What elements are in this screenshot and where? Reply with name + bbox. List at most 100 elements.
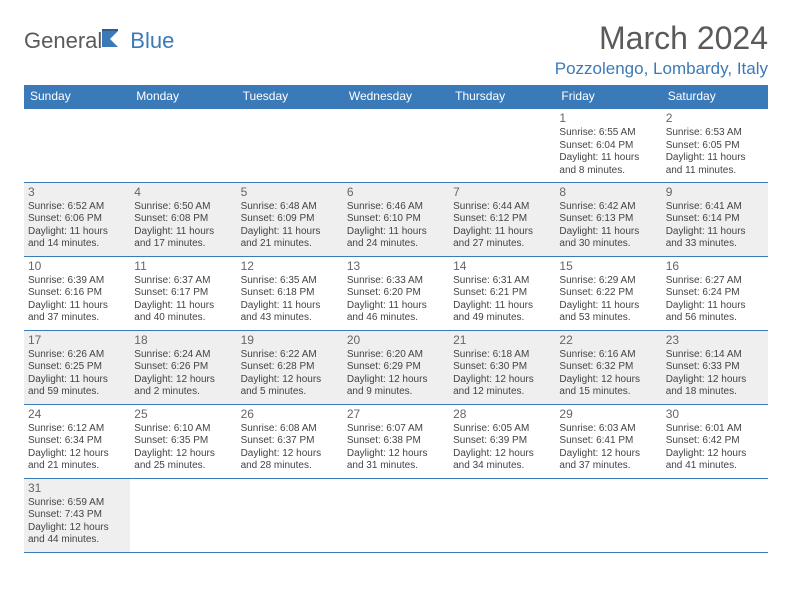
sunset-line: Sunset: 6:22 PM xyxy=(559,287,657,300)
calendar-day-cell: 23Sunrise: 6:14 AMSunset: 6:33 PMDayligh… xyxy=(662,330,768,404)
daylight-line: Daylight: 12 hours and 18 minutes. xyxy=(666,374,764,399)
calendar-day-cell: 28Sunrise: 6:05 AMSunset: 6:39 PMDayligh… xyxy=(449,404,555,478)
sunset-line: Sunset: 6:17 PM xyxy=(134,287,232,300)
calendar-week-row: 10Sunrise: 6:39 AMSunset: 6:16 PMDayligh… xyxy=(24,256,768,330)
calendar-day-cell xyxy=(343,478,449,552)
sunrise-line: Sunrise: 6:05 AM xyxy=(453,423,551,436)
day-number: 17 xyxy=(28,333,126,348)
daylight-line: Daylight: 12 hours and 34 minutes. xyxy=(453,448,551,473)
daylight-line: Daylight: 11 hours and 24 minutes. xyxy=(347,226,445,251)
calendar-day-cell: 13Sunrise: 6:33 AMSunset: 6:20 PMDayligh… xyxy=(343,256,449,330)
daylight-line: Daylight: 12 hours and 41 minutes. xyxy=(666,448,764,473)
calendar-day-cell: 17Sunrise: 6:26 AMSunset: 6:25 PMDayligh… xyxy=(24,330,130,404)
day-number: 9 xyxy=(666,185,764,200)
calendar-day-cell: 7Sunrise: 6:44 AMSunset: 6:12 PMDaylight… xyxy=(449,182,555,256)
sunrise-line: Sunrise: 6:48 AM xyxy=(241,201,339,214)
daylight-line: Daylight: 11 hours and 8 minutes. xyxy=(559,152,657,177)
day-header: Tuesday xyxy=(237,85,343,108)
calendar-day-cell: 25Sunrise: 6:10 AMSunset: 6:35 PMDayligh… xyxy=(130,404,236,478)
sunset-line: Sunset: 6:30 PM xyxy=(453,361,551,374)
day-header: Monday xyxy=(130,85,236,108)
sunrise-line: Sunrise: 6:41 AM xyxy=(666,201,764,214)
daylight-line: Daylight: 11 hours and 17 minutes. xyxy=(134,226,232,251)
calendar-day-cell: 9Sunrise: 6:41 AMSunset: 6:14 PMDaylight… xyxy=(662,182,768,256)
sunset-line: Sunset: 6:38 PM xyxy=(347,435,445,448)
sunset-line: Sunset: 7:43 PM xyxy=(28,509,126,522)
day-number: 10 xyxy=(28,259,126,274)
calendar-day-cell: 30Sunrise: 6:01 AMSunset: 6:42 PMDayligh… xyxy=(662,404,768,478)
calendar-day-cell xyxy=(343,108,449,182)
calendar-day-cell xyxy=(449,108,555,182)
daylight-line: Daylight: 11 hours and 37 minutes. xyxy=(28,300,126,325)
title-block: March 2024 Pozzolengo, Lombardy, Italy xyxy=(555,20,768,79)
sunset-line: Sunset: 6:20 PM xyxy=(347,287,445,300)
day-number: 4 xyxy=(134,185,232,200)
sunrise-line: Sunrise: 6:24 AM xyxy=(134,349,232,362)
day-number: 18 xyxy=(134,333,232,348)
sunset-line: Sunset: 6:08 PM xyxy=(134,213,232,226)
sunrise-line: Sunrise: 6:59 AM xyxy=(28,497,126,510)
sunset-line: Sunset: 6:33 PM xyxy=(666,361,764,374)
sunset-line: Sunset: 6:42 PM xyxy=(666,435,764,448)
sunset-line: Sunset: 6:28 PM xyxy=(241,361,339,374)
sunset-line: Sunset: 6:14 PM xyxy=(666,213,764,226)
sunset-line: Sunset: 6:16 PM xyxy=(28,287,126,300)
sunset-line: Sunset: 6:29 PM xyxy=(347,361,445,374)
sunset-line: Sunset: 6:05 PM xyxy=(666,140,764,153)
daylight-line: Daylight: 12 hours and 25 minutes. xyxy=(134,448,232,473)
daylight-line: Daylight: 11 hours and 56 minutes. xyxy=(666,300,764,325)
calendar-day-cell: 11Sunrise: 6:37 AMSunset: 6:17 PMDayligh… xyxy=(130,256,236,330)
calendar-table: Sunday Monday Tuesday Wednesday Thursday… xyxy=(24,85,768,553)
sunset-line: Sunset: 6:13 PM xyxy=(559,213,657,226)
day-number: 25 xyxy=(134,407,232,422)
sunrise-line: Sunrise: 6:03 AM xyxy=(559,423,657,436)
day-number: 14 xyxy=(453,259,551,274)
calendar-day-cell xyxy=(24,108,130,182)
daylight-line: Daylight: 11 hours and 46 minutes. xyxy=(347,300,445,325)
sunset-line: Sunset: 6:39 PM xyxy=(453,435,551,448)
day-number: 2 xyxy=(666,111,764,126)
day-number: 31 xyxy=(28,481,126,496)
calendar-day-cell: 1Sunrise: 6:55 AMSunset: 6:04 PMDaylight… xyxy=(555,108,661,182)
day-number: 29 xyxy=(559,407,657,422)
calendar-week-row: 3Sunrise: 6:52 AMSunset: 6:06 PMDaylight… xyxy=(24,182,768,256)
day-number: 30 xyxy=(666,407,764,422)
daylight-line: Daylight: 11 hours and 40 minutes. xyxy=(134,300,232,325)
day-number: 15 xyxy=(559,259,657,274)
sunset-line: Sunset: 6:32 PM xyxy=(559,361,657,374)
day-number: 26 xyxy=(241,407,339,422)
logo: General Blue xyxy=(24,28,174,54)
calendar-day-cell xyxy=(237,108,343,182)
logo-text-blue: Blue xyxy=(130,28,174,54)
calendar-day-cell: 5Sunrise: 6:48 AMSunset: 6:09 PMDaylight… xyxy=(237,182,343,256)
sunset-line: Sunset: 6:09 PM xyxy=(241,213,339,226)
sunrise-line: Sunrise: 6:18 AM xyxy=(453,349,551,362)
day-number: 24 xyxy=(28,407,126,422)
day-number: 19 xyxy=(241,333,339,348)
day-number: 13 xyxy=(347,259,445,274)
sunset-line: Sunset: 6:18 PM xyxy=(241,287,339,300)
day-number: 20 xyxy=(347,333,445,348)
sunrise-line: Sunrise: 6:44 AM xyxy=(453,201,551,214)
day-number: 27 xyxy=(347,407,445,422)
calendar-day-cell: 31Sunrise: 6:59 AMSunset: 7:43 PMDayligh… xyxy=(24,478,130,552)
sunrise-line: Sunrise: 6:55 AM xyxy=(559,127,657,140)
logo-flag-icon xyxy=(102,29,128,54)
sunset-line: Sunset: 6:24 PM xyxy=(666,287,764,300)
sunrise-line: Sunrise: 6:46 AM xyxy=(347,201,445,214)
day-header: Saturday xyxy=(662,85,768,108)
day-number: 6 xyxy=(347,185,445,200)
calendar-day-cell xyxy=(449,478,555,552)
daylight-line: Daylight: 11 hours and 14 minutes. xyxy=(28,226,126,251)
calendar-body: 1Sunrise: 6:55 AMSunset: 6:04 PMDaylight… xyxy=(24,108,768,552)
day-number: 7 xyxy=(453,185,551,200)
daylight-line: Daylight: 11 hours and 21 minutes. xyxy=(241,226,339,251)
sunrise-line: Sunrise: 6:26 AM xyxy=(28,349,126,362)
daylight-line: Daylight: 12 hours and 5 minutes. xyxy=(241,374,339,399)
calendar-day-cell: 3Sunrise: 6:52 AMSunset: 6:06 PMDaylight… xyxy=(24,182,130,256)
calendar-day-cell: 12Sunrise: 6:35 AMSunset: 6:18 PMDayligh… xyxy=(237,256,343,330)
calendar-week-row: 17Sunrise: 6:26 AMSunset: 6:25 PMDayligh… xyxy=(24,330,768,404)
calendar-day-cell: 29Sunrise: 6:03 AMSunset: 6:41 PMDayligh… xyxy=(555,404,661,478)
sunrise-line: Sunrise: 6:53 AM xyxy=(666,127,764,140)
calendar-day-cell: 16Sunrise: 6:27 AMSunset: 6:24 PMDayligh… xyxy=(662,256,768,330)
